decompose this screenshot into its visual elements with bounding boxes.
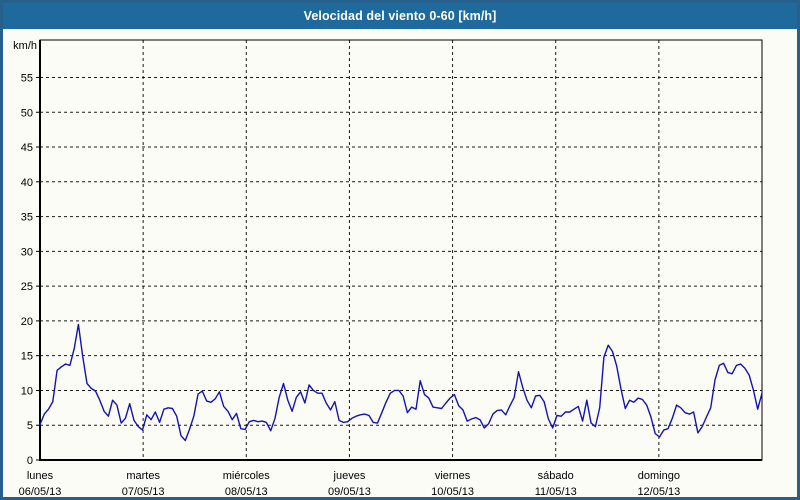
y-tick-label: 40 xyxy=(21,177,33,189)
y-axis-labels: 0 5 10 15 20 25 30 35 40 45 50 55 xyxy=(21,72,33,467)
x-day-date-label: 10/05/13 xyxy=(431,486,474,497)
y-axis-ticks xyxy=(36,76,40,461)
wind-speed-chart: 0 5 10 15 20 25 30 35 40 45 50 55 km/h lunes 06/05/13 m… xyxy=(13,39,763,497)
y-tick-label: 30 xyxy=(21,246,33,258)
y-tick-label: 55 xyxy=(21,72,33,84)
x-day-date-label: 08/05/13 xyxy=(225,486,268,497)
unit-label: km/h xyxy=(13,40,37,52)
y-tick-label: 35 xyxy=(21,212,33,224)
y-tick-label: 0 xyxy=(27,455,33,467)
wind-speed-line xyxy=(39,323,763,442)
y-tick-label: 50 xyxy=(21,107,33,119)
x-day-name-label: viernes xyxy=(435,470,471,482)
chart-title: Velocidad del viento 0-60 [km/h] xyxy=(303,9,497,23)
wind-speed-series xyxy=(39,323,763,442)
x-day-date-label: 11/05/13 xyxy=(535,486,577,497)
chart-title-bar: Velocidad del viento 0-60 [km/h] xyxy=(3,3,797,29)
x-gridlines xyxy=(142,40,660,460)
plot-border xyxy=(39,39,763,461)
y-tick-label: 10 xyxy=(21,385,33,397)
x-day-date-label: 06/05/13 xyxy=(19,486,62,497)
x-axis-labels: lunes 06/05/13 martes 07/05/13 miércoles 08/0… xyxy=(19,470,681,497)
y-tick-label: 20 xyxy=(21,316,33,328)
x-day-date-label: 09/05/13 xyxy=(328,486,371,497)
x-day-date-label: 07/05/13 xyxy=(122,486,165,497)
x-day-name-label: lunes xyxy=(27,470,54,482)
y-axis-unit-label: km/h xyxy=(13,40,37,52)
x-day-name-label: miércoles xyxy=(223,470,271,482)
y-tick-label: 45 xyxy=(21,142,33,154)
x-day-date-label: 12/05/13 xyxy=(637,486,680,497)
y-tick-label: 25 xyxy=(21,281,33,293)
x-day-name-label: martes xyxy=(126,470,160,482)
x-day-name-label: sábado xyxy=(538,470,574,482)
y-gridlines xyxy=(40,76,762,426)
y-tick-label: 15 xyxy=(21,351,33,363)
x-day-name-label: domingo xyxy=(638,470,680,482)
y-tick-label: 5 xyxy=(27,420,33,432)
x-day-name-label: jueves xyxy=(333,470,366,482)
